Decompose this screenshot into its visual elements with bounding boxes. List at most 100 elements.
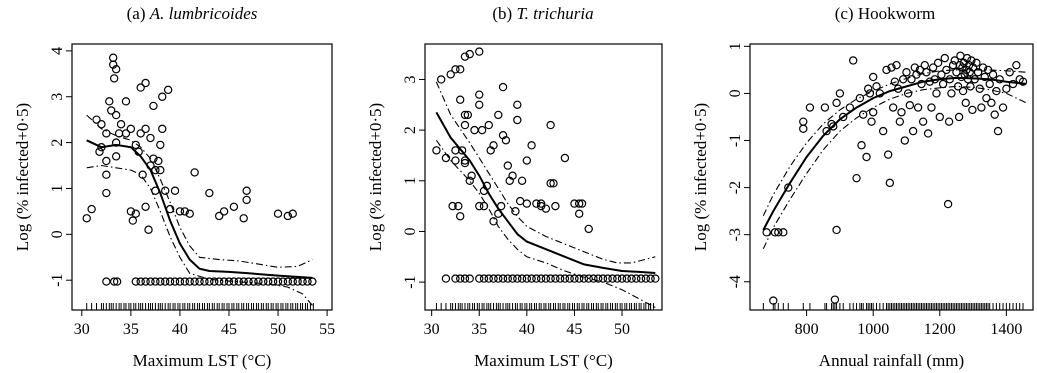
data-point: [522, 156, 532, 165]
data-point: [961, 98, 970, 108]
data-point: [102, 170, 111, 179]
data-point: [511, 206, 520, 216]
data-point: [947, 89, 956, 98]
x-tick-label: 45: [566, 321, 582, 338]
panel-label: (a): [127, 4, 146, 23]
data-point: [465, 176, 474, 185]
x-tick-label: 50: [270, 321, 286, 338]
x-axis-label: Maximum LST (°C): [474, 351, 613, 370]
data-point: [175, 277, 185, 286]
data-point: [144, 225, 153, 234]
data-point: [156, 140, 165, 150]
data-point: [102, 156, 111, 166]
data-point: [456, 212, 465, 221]
data-point: [146, 133, 155, 143]
data-point: [944, 117, 954, 126]
data-point: [494, 274, 503, 283]
data-point: [87, 204, 96, 214]
data-point: [484, 120, 493, 130]
data-point: [456, 65, 465, 74]
data-point: [441, 274, 451, 283]
data-point: [536, 199, 546, 208]
data-point: [835, 89, 845, 98]
data-point: [498, 274, 508, 283]
data-point: [887, 63, 896, 72]
data-layer: [82, 53, 317, 310]
data-point: [933, 58, 943, 68]
data-point: [190, 168, 199, 177]
data-point: [898, 75, 908, 84]
y-tick-label: 0: [49, 230, 66, 238]
data-point: [489, 141, 498, 150]
data-point: [242, 195, 251, 205]
data-point: [513, 274, 522, 283]
data-point: [522, 199, 532, 208]
data-point: [980, 72, 989, 82]
x-tick-label: 1400: [990, 321, 1022, 338]
data-point: [990, 110, 999, 119]
data-point: [632, 274, 641, 283]
data-point: [126, 207, 136, 216]
y-axis-label: Log (% infected+0·5): [691, 103, 710, 251]
data-point: [109, 277, 119, 286]
data-point: [111, 138, 121, 147]
data-layer: [432, 47, 660, 310]
data-point: [570, 274, 579, 283]
data-point: [950, 56, 959, 65]
x-tick-label: 800: [795, 321, 819, 338]
data-point: [109, 53, 118, 62]
data-point: [774, 228, 783, 237]
x-tick-label: 55: [319, 321, 335, 338]
data-point: [888, 103, 898, 112]
panel-label: (c): [835, 4, 854, 23]
data-point: [958, 86, 968, 96]
data-point: [805, 103, 815, 112]
data-point: [131, 209, 140, 218]
data-point: [273, 209, 283, 218]
data-point: [214, 277, 224, 286]
data-point: [549, 179, 558, 188]
y-tick-label: 0: [727, 89, 744, 97]
data-point: [219, 277, 229, 286]
data-point: [584, 274, 593, 283]
data-point: [541, 274, 551, 283]
data-point: [617, 274, 627, 283]
data-point: [456, 274, 465, 283]
data-point: [882, 65, 891, 75]
data-point: [190, 277, 199, 286]
data-point: [161, 277, 170, 286]
data-point: [646, 274, 655, 283]
data-point: [862, 152, 871, 162]
data-point: [308, 277, 317, 286]
y-tick-label: 1: [727, 42, 744, 50]
y-tick-label: 2: [49, 139, 66, 147]
data-point: [551, 274, 560, 283]
data-point: [264, 277, 273, 286]
data-point: [905, 101, 915, 110]
y-axis-label: Log (% infected+0·5): [366, 103, 385, 251]
data-layer: [762, 51, 1028, 310]
data-point: [195, 277, 204, 286]
panel-title-text: A. lumbricoides: [149, 4, 258, 23]
data-point: [156, 165, 165, 175]
x-tick-label: 45: [221, 321, 237, 338]
data-point: [1012, 60, 1021, 70]
data-point: [141, 78, 150, 88]
data-point: [97, 120, 106, 129]
data-point: [503, 274, 513, 283]
data-point: [918, 117, 928, 126]
data-point: [479, 201, 489, 211]
data-point: [532, 274, 541, 283]
data-point: [935, 112, 944, 122]
data-point: [82, 214, 91, 223]
data-point: [923, 129, 933, 138]
data-point: [170, 277, 180, 286]
data-point: [868, 72, 878, 82]
data-point: [460, 52, 470, 61]
data-point: [451, 65, 460, 74]
data-point: [574, 274, 584, 283]
data-point: [151, 277, 160, 286]
fitted-line: [86, 139, 313, 279]
data-point: [1002, 84, 1011, 93]
